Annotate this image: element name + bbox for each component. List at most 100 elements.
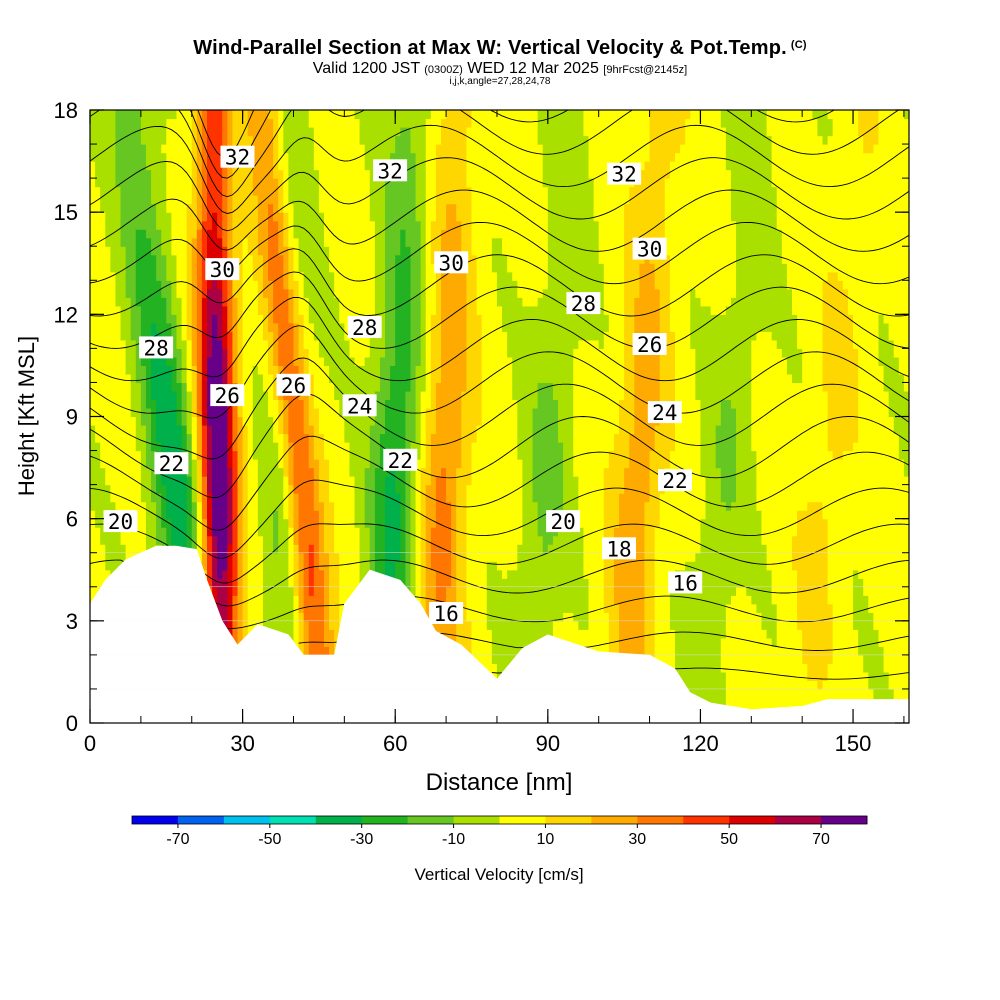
- velocity-cell: [222, 365, 228, 375]
- velocity-cell: [135, 467, 142, 477]
- velocity-cell: [95, 433, 101, 443]
- velocity-cell: [145, 322, 152, 332]
- velocity-cell: [237, 586, 244, 596]
- velocity-cell: [303, 467, 310, 477]
- velocity-cell: [237, 271, 244, 281]
- velocity-cell: [400, 493, 406, 503]
- velocity-cell: [283, 433, 289, 443]
- velocity-cell: [207, 442, 213, 452]
- velocity-cell: [90, 467, 96, 477]
- velocity-cell: [166, 493, 172, 503]
- velocity-cell: [339, 501, 345, 511]
- velocity-cell: [262, 169, 269, 179]
- velocity-cell: [227, 595, 234, 605]
- velocity-cell: [201, 305, 208, 315]
- velocity-cell: [410, 476, 417, 486]
- velocity-cell: [262, 186, 269, 196]
- velocity-cell: [201, 169, 208, 179]
- velocity-cell: [176, 442, 183, 452]
- velocity-cell: [425, 271, 432, 281]
- velocity-cell: [176, 390, 183, 401]
- velocity-cell: [105, 288, 111, 298]
- velocity-cell: [252, 229, 259, 239]
- velocity-cell: [364, 305, 371, 315]
- velocity-cell: [425, 314, 432, 324]
- velocity-cell: [425, 203, 432, 213]
- velocity-cell: [283, 331, 289, 341]
- velocity-cell: [303, 271, 310, 281]
- velocity-cell: [232, 484, 239, 494]
- velocity-cell: [303, 433, 310, 443]
- velocity-cell: [288, 212, 295, 222]
- velocity-cell: [268, 595, 274, 605]
- velocity-cell: [227, 297, 234, 307]
- velocity-cell: [135, 195, 142, 205]
- velocity-cell: [364, 442, 371, 452]
- velocity-cell: [130, 322, 137, 332]
- velocity-cell: [191, 501, 198, 511]
- velocity-cell: [318, 399, 325, 409]
- velocity-cell: [100, 450, 106, 460]
- velocity-cell: [115, 382, 122, 392]
- velocity-cell: [156, 135, 162, 145]
- velocity-cell: [171, 178, 178, 188]
- velocity-cell: [339, 186, 345, 196]
- velocity-cell: [105, 561, 111, 571]
- velocity-cell: [145, 246, 152, 256]
- velocity-cell: [385, 399, 391, 409]
- velocity-cell: [227, 467, 234, 477]
- velocity-cell: [110, 442, 117, 452]
- velocity-cell: [227, 510, 234, 520]
- velocity-cell: [191, 203, 198, 213]
- velocity-cell: [191, 288, 198, 298]
- velocity-cell: [273, 339, 279, 349]
- velocity-cell: [334, 578, 340, 588]
- velocity-cell: [349, 535, 356, 545]
- velocity-cell: [344, 569, 351, 579]
- velocity-cell: [247, 493, 254, 503]
- velocity-cell: [324, 629, 330, 639]
- velocity-cell: [201, 467, 208, 477]
- velocity-cell: [196, 246, 203, 256]
- velocity-cell: [334, 263, 340, 273]
- velocity-cell: [359, 501, 366, 511]
- velocity-cell: [334, 135, 340, 145]
- velocity-cell: [176, 382, 183, 392]
- velocity-cell: [227, 220, 234, 230]
- velocity-cell: [339, 271, 345, 281]
- velocity-cell: [115, 373, 122, 384]
- velocity-cell: [115, 425, 122, 435]
- velocity-cell: [425, 552, 432, 562]
- velocity-cell: [237, 135, 244, 145]
- velocity-cell: [298, 356, 305, 367]
- velocity-cell: [395, 416, 401, 426]
- velocity-cell: [151, 373, 157, 384]
- velocity-cell: [232, 586, 239, 596]
- velocity-cell: [100, 297, 106, 307]
- velocity-cell: [334, 459, 340, 469]
- velocity-cell: [298, 144, 305, 154]
- velocity-cell: [349, 578, 356, 588]
- velocity-cell: [191, 425, 198, 435]
- velocity-cell: [334, 612, 340, 622]
- velocity-cell: [268, 169, 274, 179]
- velocity-cell: [273, 220, 279, 230]
- velocity-cell: [344, 527, 351, 537]
- velocity-cell: [268, 527, 274, 537]
- velocity-cell: [318, 331, 325, 341]
- velocity-cell: [349, 510, 356, 520]
- velocity-cell: [395, 561, 401, 571]
- velocity-cell: [242, 586, 249, 596]
- velocity-cell: [176, 220, 183, 230]
- velocity-cell: [288, 152, 295, 162]
- velocity-cell: [435, 144, 442, 154]
- velocity-cell: [140, 110, 147, 120]
- velocity-cell: [293, 161, 300, 171]
- velocity-cell: [410, 169, 417, 179]
- velocity-cell: [390, 203, 396, 213]
- velocity-cell: [151, 178, 157, 188]
- velocity-cell: [227, 135, 234, 145]
- velocity-cell: [222, 518, 228, 528]
- velocity-cell: [390, 110, 396, 120]
- velocity-cell: [227, 407, 234, 418]
